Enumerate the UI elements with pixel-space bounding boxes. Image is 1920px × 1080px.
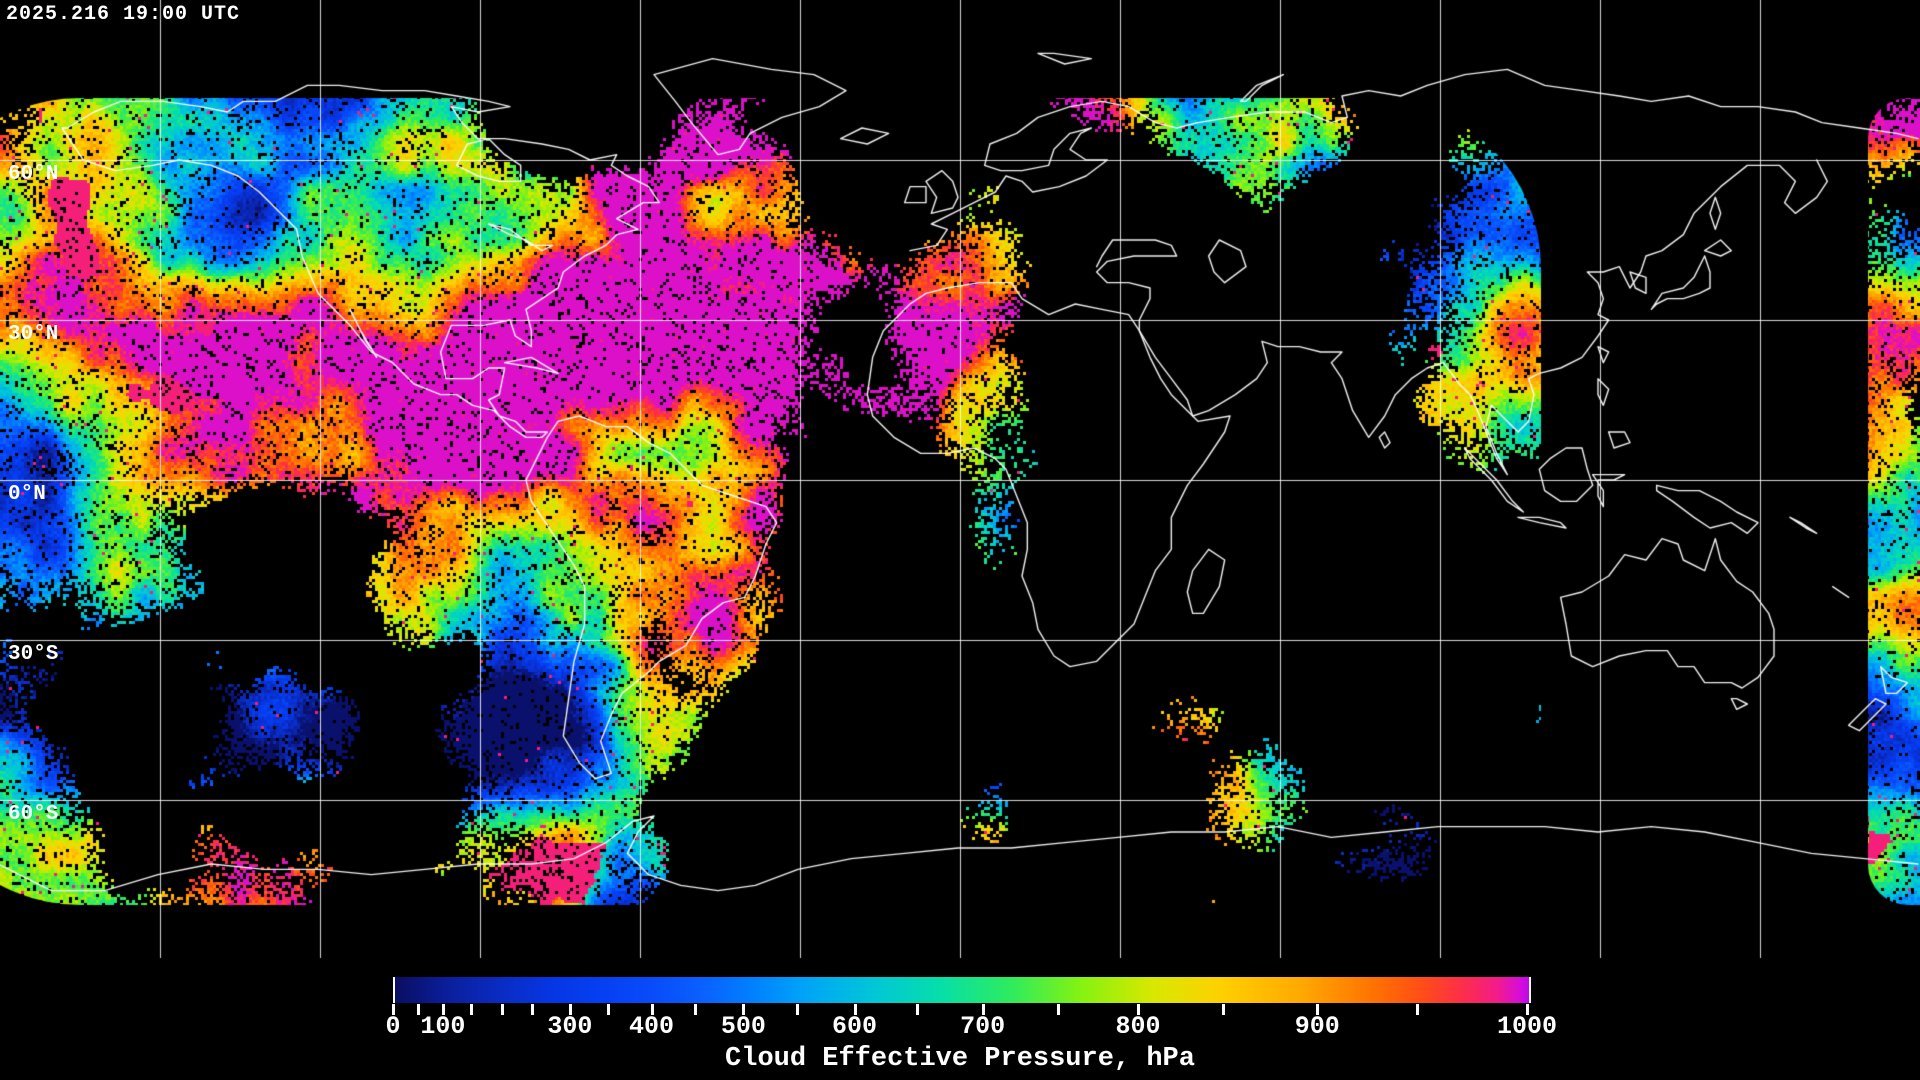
colorbar-tick (607, 1004, 611, 1015)
colorbar-tick-label: 400 (629, 1012, 675, 1041)
colorbar-tick-label: 1000 (1496, 1012, 1558, 1041)
colorbar: 0 100 300 400 500 600 700 800 900 1000 Cloud Effe… (0, 960, 1920, 1080)
colorbar-tick-label: 800 (1115, 1012, 1161, 1041)
colorbar-tick-label: 500 (720, 1012, 766, 1041)
colorbar-tick (693, 1004, 697, 1015)
colorbar-tick-label: 900 (1294, 1012, 1340, 1041)
colorbar-tick (1137, 1004, 1141, 1015)
colorbar-tick (392, 1004, 395, 1015)
colorbar-tick (742, 1004, 746, 1015)
timestamp-label: 2025.216 19:00 UTC (6, 3, 241, 26)
colorbar-tick (1316, 1004, 1320, 1015)
colorbar-tick (1526, 1004, 1529, 1015)
colorbar-tick (416, 1004, 420, 1015)
latitude-label: 60°S (8, 803, 59, 826)
satellite-map-canvas (0, 0, 1920, 960)
colorbar-tick (531, 1004, 535, 1015)
colorbar-tick (568, 1004, 572, 1015)
colorbar-tick-label: 700 (960, 1012, 1006, 1041)
latitude-label: 30°N (8, 323, 59, 346)
colorbar-tick-label: 0 (385, 1012, 401, 1041)
colorbar-tick (650, 1004, 654, 1015)
colorbar-tick-label: 600 (832, 1012, 878, 1041)
colorbar-tick (1416, 1004, 1419, 1015)
colorbar-tick (500, 1004, 504, 1015)
latitude-label: 60°N (8, 163, 59, 186)
colorbar-tick (470, 1004, 474, 1015)
colorbar-gradient (393, 977, 1531, 1003)
colorbar-tick-label: 300 (547, 1012, 593, 1041)
colorbar-tick (1056, 1004, 1060, 1015)
latitude-label: 30°S (8, 643, 59, 666)
colorbar-tick (441, 1004, 445, 1015)
colorbar-tick (853, 1004, 857, 1015)
colorbar-tick (915, 1004, 919, 1015)
colorbar-tick (981, 1004, 985, 1015)
colorbar-tick (795, 1004, 799, 1015)
colorbar-title: Cloud Effective Pressure, hPa (725, 1044, 1195, 1074)
latitude-label: 0°N (8, 483, 46, 506)
colorbar-tick (1222, 1004, 1226, 1015)
colorbar-tick-label: 100 (420, 1012, 466, 1041)
